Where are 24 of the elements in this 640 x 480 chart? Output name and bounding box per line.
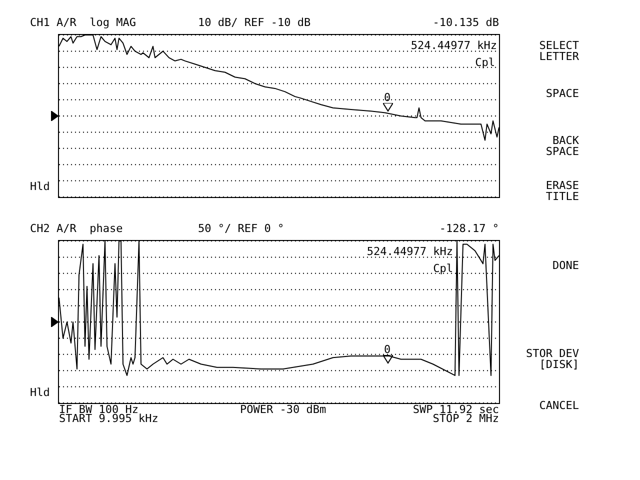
text: CANCEL (539, 399, 579, 412)
text: STOP 2 MHz (432, 412, 499, 425)
text: Hld (30, 180, 50, 193)
text: POWER -30 dBm (240, 403, 326, 416)
annotation: 0 (384, 91, 391, 104)
chart-subtitle: 10 dB/ REF -10 dB (198, 16, 311, 29)
text: SELECT LETTER (539, 39, 579, 63)
text: BACK SPACE (546, 134, 579, 158)
annotation: 524.44977 kHz (366, 245, 453, 258)
chart-title: CH2 A/R phase (30, 222, 123, 235)
annotation: 524.44977 kHz (410, 39, 497, 52)
text: -128.17 ° (439, 222, 499, 235)
text: -10.135 dB (432, 16, 499, 29)
text: START 9.995 kHz (59, 412, 158, 425)
text: STOR DEV [DISK] (526, 347, 579, 371)
text: SPACE (546, 87, 579, 100)
chart-subtitle: 50 °/ REF 0 ° (198, 222, 284, 235)
annotation: 0 (384, 343, 391, 356)
chart-title: CH1 A/R log MAG (30, 16, 136, 29)
annotation: Cpl (475, 56, 495, 69)
text: Hld (30, 386, 50, 399)
annotation: Cpl (433, 262, 453, 275)
text: DONE (552, 259, 579, 272)
text: ERASE TITLE (546, 179, 579, 203)
